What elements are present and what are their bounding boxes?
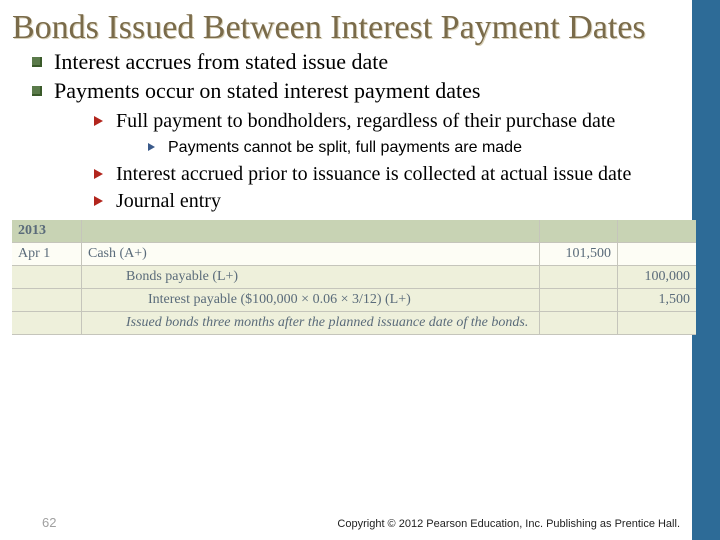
bullet-item: Interest accrued prior to issuance is co… [94,162,684,187]
table-row: Interest payable ($100,000 × 0.06 × 3/12… [12,289,696,312]
bullet-text: Journal entry [116,190,221,212]
table-cell [540,312,618,334]
table-cell [82,220,540,242]
table-cell [12,312,82,334]
bullet-text: Payments occur on stated interest paymen… [54,78,480,103]
journal-entry-table: 2013 Apr 1 Cash (A+) 101,500 Bonds payab… [12,220,696,335]
bullet-item: Full payment to bondholders, regardless … [94,109,684,159]
bullet-text: Interest accrues from stated issue date [54,49,388,74]
table-cell [540,289,618,311]
bullet-item: Payments occur on stated interest paymen… [32,77,684,214]
copyright-text: Copyright © 2012 Pearson Education, Inc.… [337,518,680,530]
table-row: Issued bonds three months after the plan… [12,312,696,335]
table-cell [618,312,696,334]
table-cell [618,220,696,242]
table-cell-year: 2013 [12,220,82,242]
table-cell-desc: Interest payable ($100,000 × 0.06 × 3/12… [82,289,540,311]
table-cell-desc: Cash (A+) [82,243,540,265]
table-cell [12,266,82,288]
table-cell-note: Issued bonds three months after the plan… [82,312,540,334]
slide-footer: 62 Copyright © 2012 Pearson Education, I… [0,515,692,530]
table-cell [12,289,82,311]
table-row: Bonds payable (L+) 100,000 [12,266,696,289]
slide-title: Bonds Issued Between Interest Payment Da… [12,10,684,46]
page-number: 62 [42,515,56,530]
bullet-item: Journal entry [94,189,684,214]
bullet-text: Interest accrued prior to issuance is co… [116,163,631,185]
slide-content: Bonds Issued Between Interest Payment Da… [0,0,692,335]
bullet-text: Payments cannot be split, full payments … [168,139,522,156]
table-cell-date: Apr 1 [12,243,82,265]
bullet-item: Interest accrues from stated issue date [32,48,684,76]
bullet-item: Payments cannot be split, full payments … [148,138,684,159]
table-cell-debit: 101,500 [540,243,618,265]
bullet-list-level1: Interest accrues from stated issue date … [32,48,684,215]
table-cell [540,266,618,288]
table-cell-credit: 1,500 [618,289,696,311]
accent-side-bar [692,0,720,540]
table-cell [540,220,618,242]
bullet-list-level3: Payments cannot be split, full payments … [148,138,684,159]
bullet-text: Full payment to bondholders, regardless … [116,110,615,132]
bullet-list-level2: Full payment to bondholders, regardless … [94,109,684,215]
table-cell-credit [618,243,696,265]
table-row: 2013 [12,220,696,243]
table-cell-desc: Bonds payable (L+) [82,266,540,288]
table-cell-credit: 100,000 [618,266,696,288]
table-row: Apr 1 Cash (A+) 101,500 [12,243,696,266]
